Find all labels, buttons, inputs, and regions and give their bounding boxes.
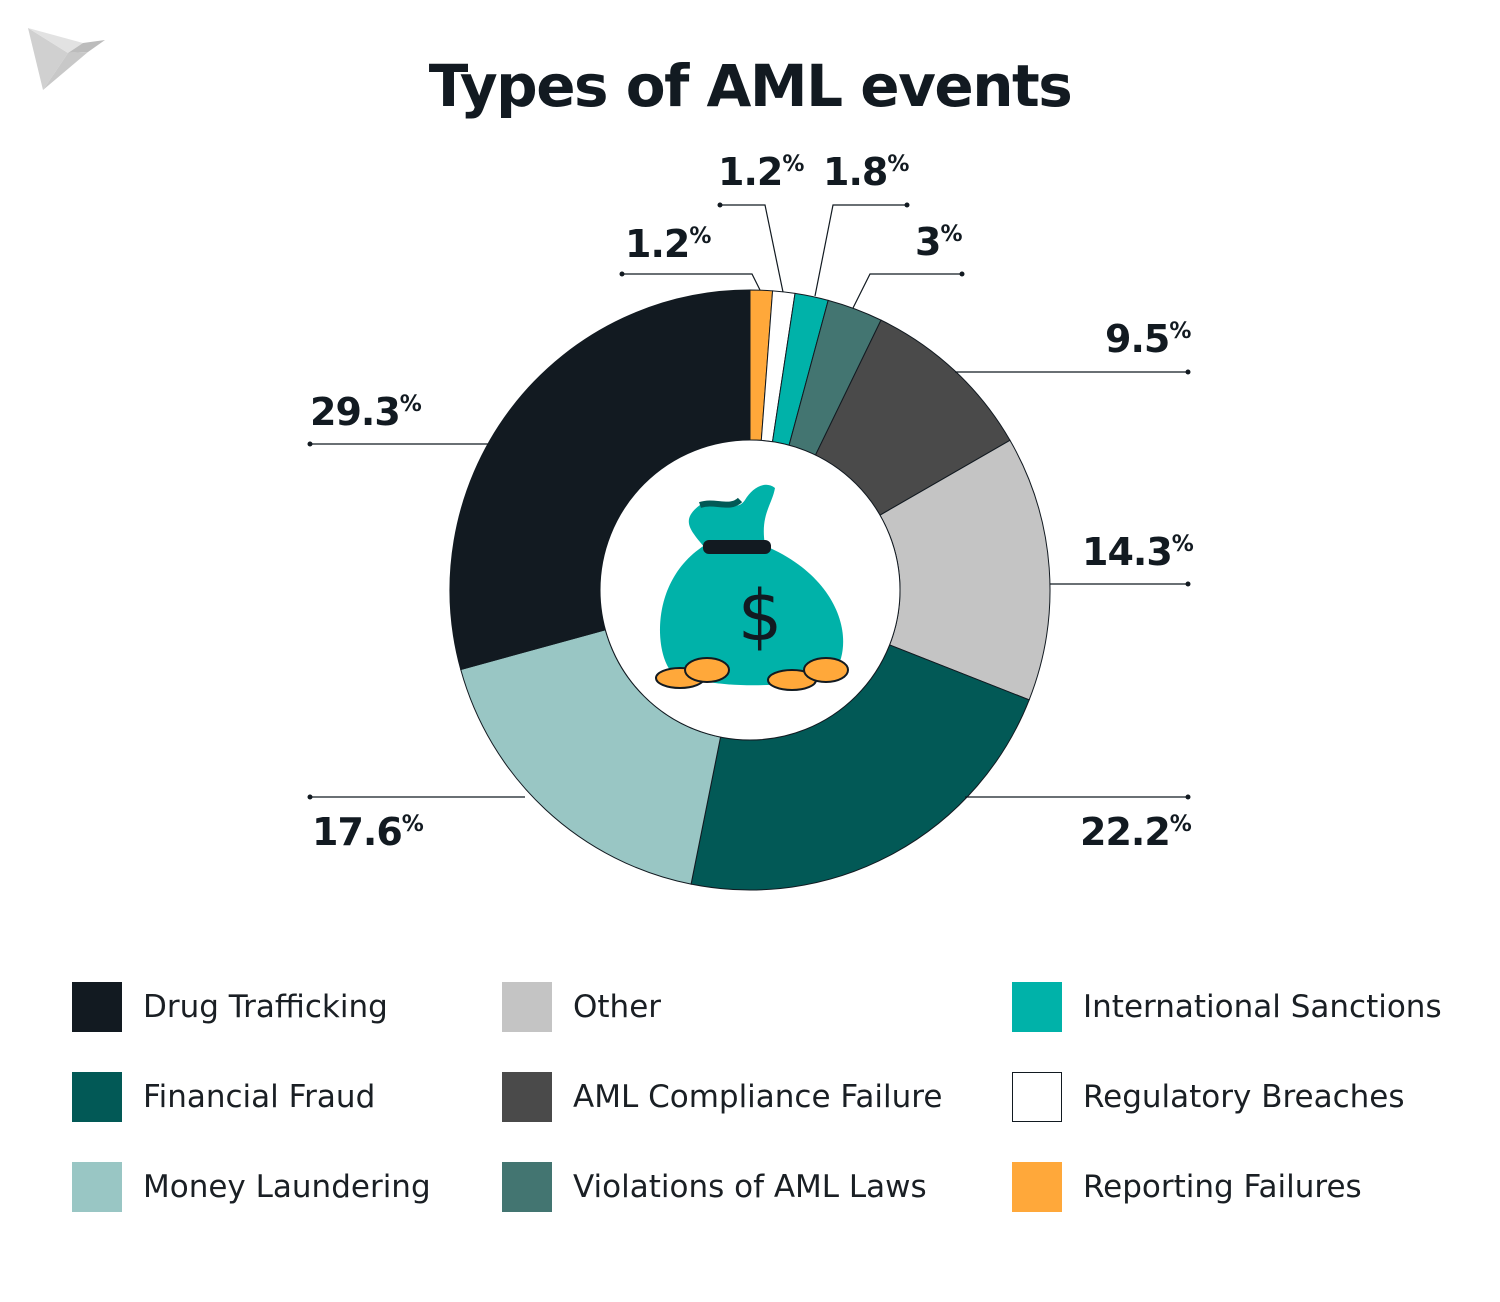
leader-dot-money-laundering (307, 794, 313, 800)
legend-item-international-sanctions: International Sanctions (1012, 982, 1442, 1032)
legend-swatch (72, 1162, 122, 1212)
data-label-violations-of-aml-laws: 3% (915, 220, 962, 264)
leader-dot-violations-of-aml-laws (959, 271, 965, 277)
legend-item-aml-compliance-failure: AML Compliance Failure (502, 1072, 942, 1122)
leader-dot-international-sanctions (904, 202, 910, 208)
legend-label: AML Compliance Failure (573, 1079, 943, 1115)
legend-swatch (502, 1072, 552, 1122)
leader-dot-reporting-failures (619, 271, 625, 277)
data-label-reporting-failures: 1.2% (625, 222, 711, 266)
data-label-regulatory-breaches: 1.2% (718, 150, 804, 194)
data-label-financial-fraud: 22.2% (1080, 810, 1192, 854)
legend-label: Reporting Failures (1083, 1169, 1362, 1205)
data-label-drug-trafficking: 29.3% (310, 390, 422, 434)
svg-text:$: $ (738, 575, 783, 657)
leader-dot-aml-compliance-failure (1185, 369, 1191, 375)
legend-label: Drug Trafficking (143, 989, 388, 1025)
legend-label: International Sanctions (1083, 989, 1442, 1025)
legend-item-financial-fraud: Financial Fraud (72, 1072, 375, 1122)
legend-label: Regulatory Breaches (1083, 1079, 1405, 1115)
legend-label: Money Laundering (143, 1169, 431, 1205)
leader-dot-drug-trafficking (307, 441, 313, 447)
legend-swatch (1012, 1162, 1062, 1212)
money-bag-icon: $ (655, 484, 849, 691)
legend-item-regulatory-breaches: Regulatory Breaches (1012, 1072, 1405, 1122)
data-label-international-sanctions: 1.8% (823, 150, 909, 194)
data-label-money-laundering: 17.6% (312, 810, 424, 854)
leader-line-regulatory-breaches (720, 204, 784, 293)
legend-label: Violations of AML Laws (573, 1169, 927, 1205)
data-label-other: 14.3% (1082, 530, 1194, 574)
legend-item-violations-of-aml-laws: Violations of AML Laws (502, 1162, 927, 1212)
leader-dot-other (1185, 581, 1191, 587)
legend-item-other: Other (502, 982, 661, 1032)
chart-title: Types of AML events (428, 52, 1073, 120)
legend-label: Financial Fraud (143, 1079, 376, 1115)
donut-chart: 1.2%1.2% 1.8%3% 9.5% 14.3% 22.2% 17.6% 29.3% $ (307, 150, 1195, 891)
leader-line-international-sanctions (814, 204, 907, 297)
legend-item-reporting-failures: Reporting Failures (1012, 1162, 1362, 1212)
origami-bird-logo (28, 28, 105, 90)
legend-label: Other (573, 989, 662, 1025)
legend-swatch (502, 982, 552, 1032)
data-label-aml-compliance-failure: 9.5% (1105, 317, 1191, 361)
legend-swatch (72, 982, 122, 1032)
legend-item-money-laundering: Money Laundering (72, 1162, 431, 1212)
legend-swatch (72, 1072, 122, 1122)
legend-item-drug-trafficking: Drug Trafficking (72, 982, 388, 1032)
legend-swatch (1012, 982, 1062, 1032)
leader-dot-financial-fraud (1185, 794, 1191, 800)
leader-line-violations-of-aml-laws (852, 273, 962, 309)
leader-dot-regulatory-breaches (717, 202, 723, 208)
legend-swatch (502, 1162, 552, 1212)
legend-swatch (1012, 1072, 1062, 1122)
leader-line-reporting-failures (622, 273, 761, 291)
